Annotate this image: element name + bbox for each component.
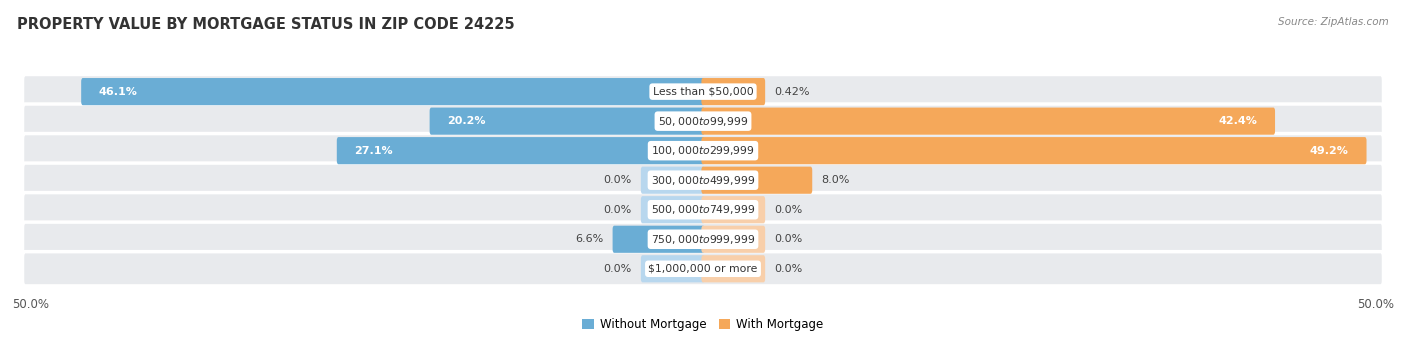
Text: 0.0%: 0.0% — [775, 234, 803, 244]
Legend: Without Mortgage, With Mortgage: Without Mortgage, With Mortgage — [578, 313, 828, 336]
Text: PROPERTY VALUE BY MORTGAGE STATUS IN ZIP CODE 24225: PROPERTY VALUE BY MORTGAGE STATUS IN ZIP… — [17, 17, 515, 32]
FancyBboxPatch shape — [22, 192, 1384, 227]
FancyBboxPatch shape — [702, 255, 765, 282]
Text: 0.0%: 0.0% — [775, 205, 803, 215]
FancyBboxPatch shape — [702, 78, 765, 105]
Text: 46.1%: 46.1% — [98, 87, 138, 97]
FancyBboxPatch shape — [702, 137, 1367, 164]
FancyBboxPatch shape — [641, 255, 704, 282]
FancyBboxPatch shape — [702, 167, 813, 194]
FancyBboxPatch shape — [22, 104, 1384, 138]
Text: $100,000 to $299,999: $100,000 to $299,999 — [651, 144, 755, 157]
Text: 0.0%: 0.0% — [775, 264, 803, 274]
FancyBboxPatch shape — [613, 226, 704, 253]
Text: $50,000 to $99,999: $50,000 to $99,999 — [658, 115, 748, 128]
Text: 20.2%: 20.2% — [447, 116, 486, 126]
Text: Less than $50,000: Less than $50,000 — [652, 87, 754, 97]
FancyBboxPatch shape — [22, 74, 1384, 109]
FancyBboxPatch shape — [641, 196, 704, 223]
FancyBboxPatch shape — [702, 107, 1275, 135]
Text: 42.4%: 42.4% — [1219, 116, 1257, 126]
FancyBboxPatch shape — [22, 134, 1384, 168]
Text: Source: ZipAtlas.com: Source: ZipAtlas.com — [1278, 17, 1389, 27]
FancyBboxPatch shape — [702, 226, 765, 253]
FancyBboxPatch shape — [702, 196, 765, 223]
FancyBboxPatch shape — [430, 107, 704, 135]
Text: 0.0%: 0.0% — [603, 175, 631, 185]
FancyBboxPatch shape — [22, 252, 1384, 286]
Text: $1,000,000 or more: $1,000,000 or more — [648, 264, 758, 274]
FancyBboxPatch shape — [82, 78, 704, 105]
Text: 0.42%: 0.42% — [775, 87, 810, 97]
Text: 0.0%: 0.0% — [603, 264, 631, 274]
Text: 6.6%: 6.6% — [575, 234, 603, 244]
FancyBboxPatch shape — [22, 163, 1384, 197]
FancyBboxPatch shape — [22, 222, 1384, 256]
Text: $500,000 to $749,999: $500,000 to $749,999 — [651, 203, 755, 216]
Text: 0.0%: 0.0% — [603, 205, 631, 215]
Text: 49.2%: 49.2% — [1310, 146, 1348, 156]
Text: 8.0%: 8.0% — [821, 175, 849, 185]
FancyBboxPatch shape — [337, 137, 704, 164]
Text: 27.1%: 27.1% — [354, 146, 394, 156]
Text: $300,000 to $499,999: $300,000 to $499,999 — [651, 174, 755, 187]
FancyBboxPatch shape — [641, 167, 704, 194]
Text: $750,000 to $999,999: $750,000 to $999,999 — [651, 233, 755, 246]
